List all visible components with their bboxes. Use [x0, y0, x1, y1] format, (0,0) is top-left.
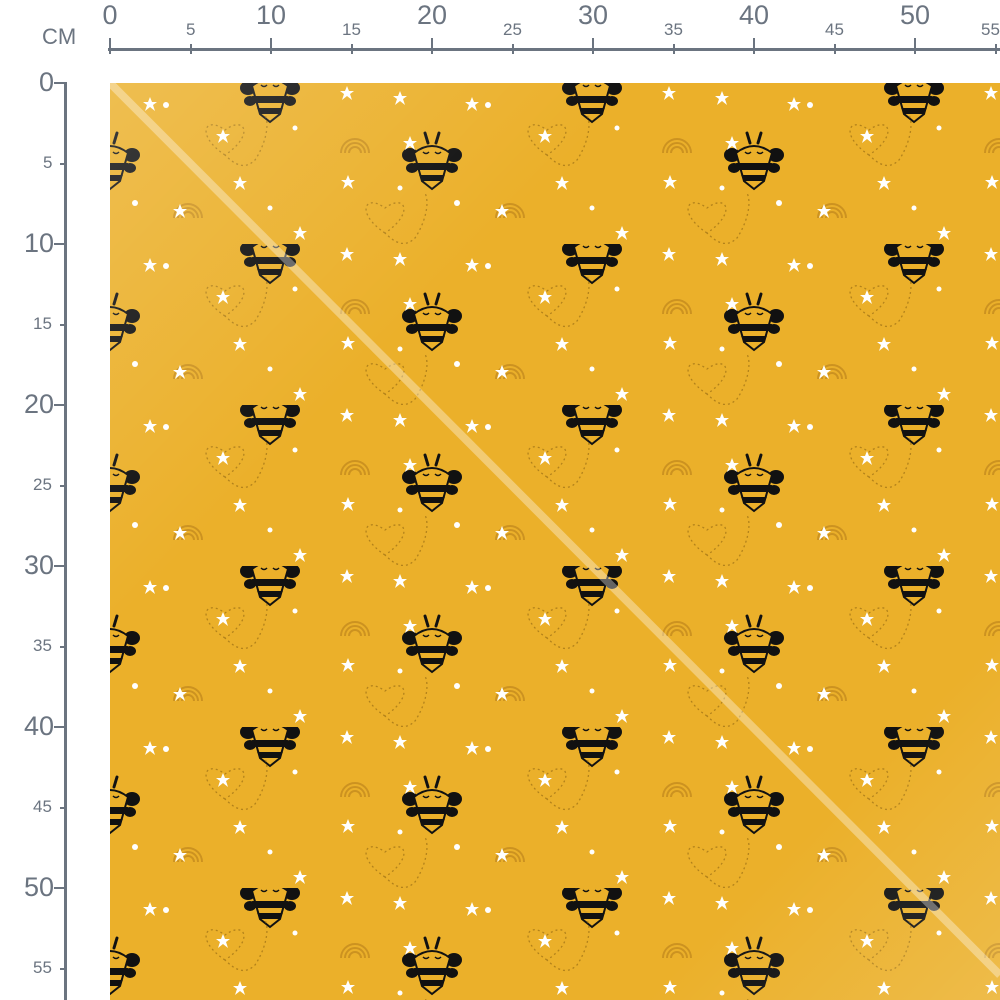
- ruler-label: 40: [24, 711, 55, 741]
- light-glare: [110, 83, 1000, 1000]
- ruler-line: [60, 645, 66, 648]
- ruler-line: [753, 38, 755, 54]
- ruler-line: [431, 38, 433, 54]
- ruler-line: [672, 44, 675, 54]
- ruler-line: [54, 565, 66, 567]
- ruler-line: [54, 243, 66, 245]
- ruler-line: [592, 38, 594, 54]
- horizontal-ruler: 0 5 10 15 20 25 30 35 40 45 50 55: [0, 0, 1000, 70]
- ruler-label: 20: [417, 0, 448, 30]
- ruler-line: [60, 806, 66, 809]
- ruler-label: 40: [739, 0, 770, 30]
- ruler-line: [54, 404, 66, 406]
- ruler-label: 5: [186, 20, 196, 39]
- ruler-label: 55: [981, 20, 1000, 39]
- ruler-line: [54, 887, 66, 889]
- ruler-label: 50: [900, 0, 931, 30]
- ruler-label: 45: [825, 20, 844, 39]
- ruler-label: 45: [33, 796, 52, 816]
- ruler-label: 35: [664, 20, 683, 39]
- ruler-line: [511, 44, 514, 54]
- ruler-label: 20: [24, 389, 55, 419]
- ruler-label: 0: [102, 0, 118, 30]
- ruler-line: [350, 44, 353, 54]
- ruler-line: [833, 44, 836, 54]
- ruler-label: 35: [33, 635, 52, 655]
- ruler-line: [60, 484, 66, 487]
- diagonal-highlight: [110, 83, 1000, 978]
- vertical-ruler: 0 5 10 15 20 25 30 35 40 45 50 55: [0, 0, 100, 1000]
- ruler-line: [60, 323, 66, 326]
- ruler-label: 30: [24, 550, 55, 580]
- ruler-label: 50: [24, 872, 55, 902]
- ruler-line: [109, 38, 111, 54]
- ruler-line: [914, 38, 916, 54]
- ruler-line: [108, 48, 1000, 51]
- ruler-line: [64, 82, 67, 1000]
- fabric-swatch: [110, 83, 1000, 1000]
- ruler-label: 25: [33, 474, 52, 494]
- ruler-label: 15: [342, 20, 361, 39]
- ruler-line: [60, 162, 66, 165]
- ruler-label: 15: [33, 313, 52, 333]
- ruler-label: 0: [39, 67, 55, 97]
- ruler-label: 30: [578, 0, 609, 30]
- ruler-line: [54, 726, 66, 728]
- ruler-label: 25: [503, 20, 522, 39]
- ruler-unit-label: CM: [42, 24, 77, 49]
- ruler-line: [54, 82, 66, 84]
- ruler-label: 55: [33, 957, 52, 977]
- ruler-label: 10: [24, 228, 55, 258]
- ruler-line: [60, 967, 66, 970]
- ruler-label: 5: [43, 152, 53, 172]
- ruler-line: [270, 38, 272, 54]
- ruler-label: 10: [256, 0, 287, 30]
- ruler-line: [994, 44, 997, 54]
- ruler-line: [189, 44, 192, 54]
